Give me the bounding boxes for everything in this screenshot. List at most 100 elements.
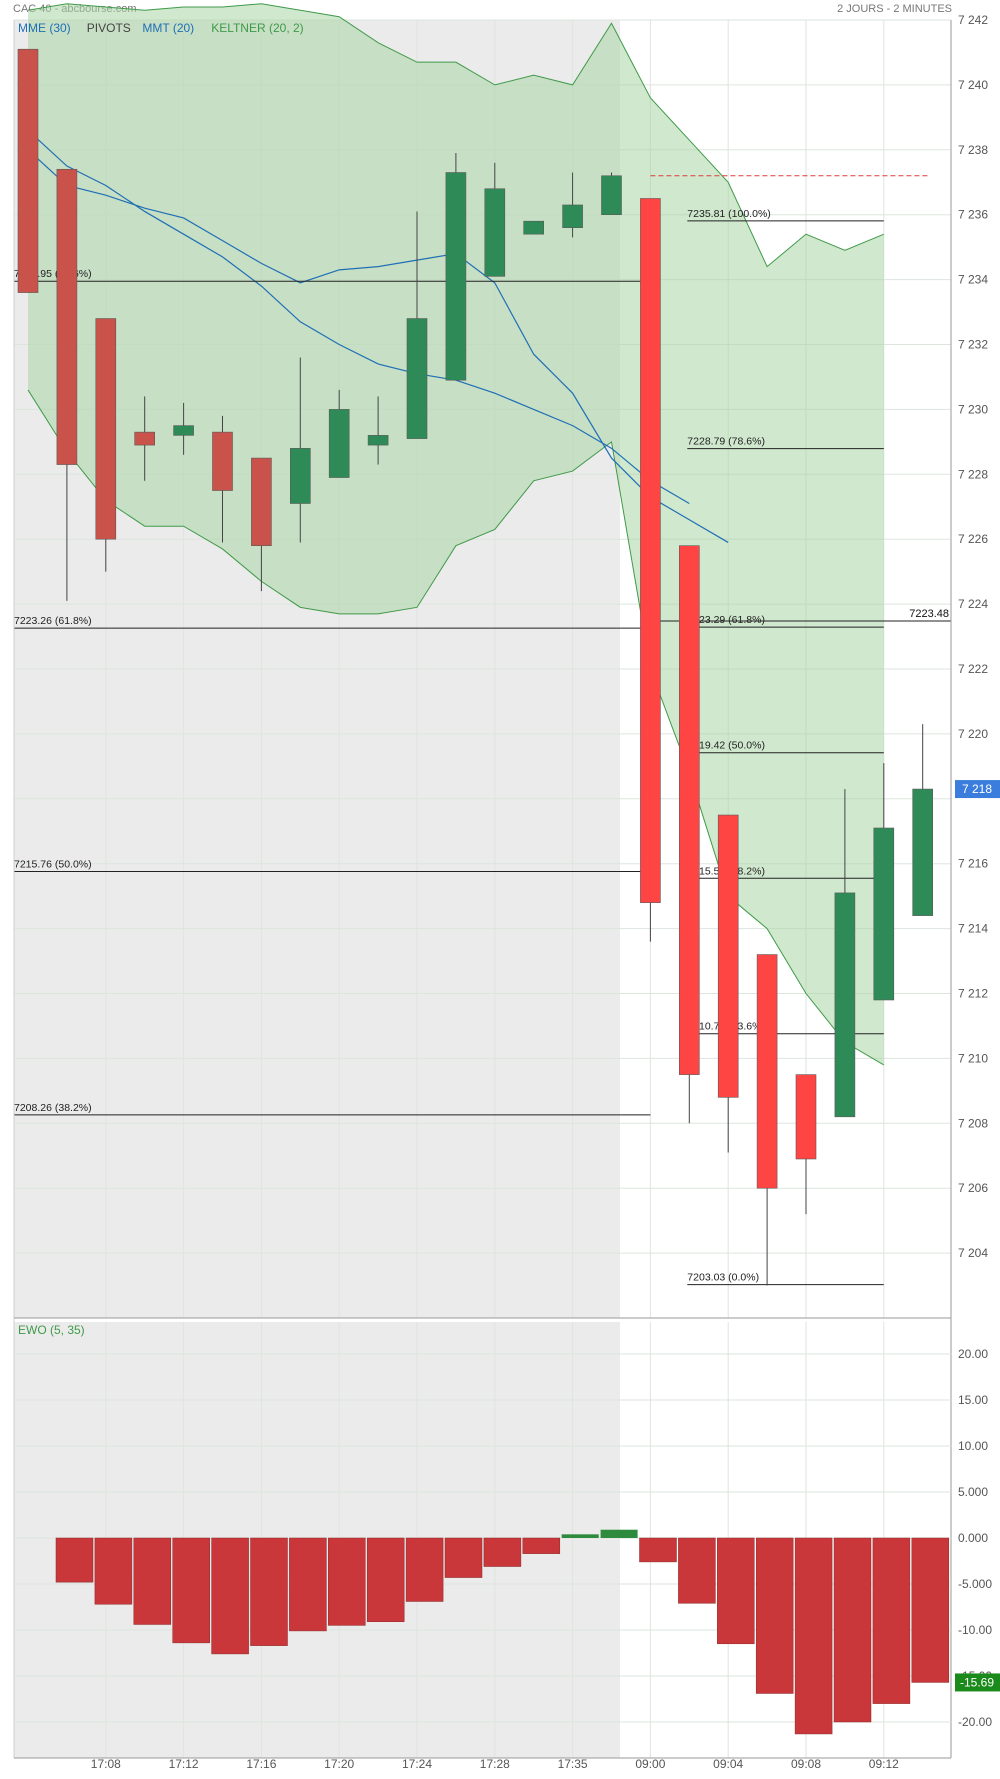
x-tick-label: 17:08: [91, 1757, 121, 1771]
mmt-20-line: [27, 129, 690, 505]
ewo-tick-label: 15.00: [958, 1393, 988, 1407]
price-tick-label: 7 208: [958, 1116, 988, 1130]
ewo-bar: [55, 1537, 94, 1583]
ewo-bar: [833, 1537, 872, 1723]
candle-up: [173, 425, 194, 436]
ewo-tick-label: 5.000: [958, 1485, 988, 1499]
ewo-bar: [717, 1537, 755, 1645]
candle-down: [56, 168, 78, 465]
ewo-title: EWO (5, 35): [18, 1323, 85, 1337]
ewo-tick-label: -5.000: [958, 1577, 992, 1591]
ewo-bar: [328, 1537, 366, 1626]
price-tick-label: 7 228: [958, 467, 988, 481]
ewo-tick-label: 20.00: [958, 1347, 988, 1361]
candle-up: [328, 409, 350, 478]
candle-up: [484, 188, 506, 277]
keltner-lower-line: [27, 389, 885, 1066]
price-tick-label: 7 224: [958, 597, 988, 611]
candle-down: [212, 431, 233, 491]
ewo-bar: [561, 1534, 599, 1538]
ewo-bar: [444, 1537, 483, 1578]
ewo-bar: [911, 1537, 950, 1683]
price-tick-label: 7 204: [958, 1246, 988, 1260]
ewo-bar: [289, 1537, 327, 1632]
ewo-bar: [755, 1537, 794, 1694]
x-tick-label: 09:04: [713, 1757, 743, 1771]
ewo-last-tag: [955, 1673, 1000, 1692]
ewo-bar: [94, 1537, 133, 1605]
pivot-curr-label: 7235.81 (100.0%): [687, 208, 770, 220]
legend-item: KELTNER (20, 2): [211, 21, 303, 35]
price-tick-label: 7 206: [958, 1181, 988, 1195]
candle-up: [289, 448, 311, 504]
candle-up: [912, 788, 934, 916]
ewo-bar: [678, 1537, 716, 1604]
x-tick-label: 17:28: [480, 1757, 510, 1771]
x-tick-label: 17:12: [169, 1757, 199, 1771]
ewo-bar: [133, 1537, 172, 1625]
candle-down: [134, 431, 155, 446]
price-tick-label: 7 212: [958, 987, 988, 1001]
x-tick-label: 17:35: [558, 1757, 588, 1771]
price-tick-label: 7 232: [958, 338, 988, 352]
candle-down: [95, 318, 117, 540]
ewo-bar: [366, 1537, 405, 1622]
ewo-bar: [600, 1529, 638, 1538]
x-tick-label: 09:08: [791, 1757, 821, 1771]
ewo-tick-label: 0.000: [958, 1531, 988, 1545]
pivot-prev-label: 7208.26 (38.2%): [14, 1102, 92, 1114]
candle-up: [367, 435, 389, 446]
legend: MME (30) PIVOTS MMT (20) KELTNER (20, 2): [18, 21, 304, 35]
ewo-bar: [250, 1537, 288, 1646]
ewo-bar: [639, 1537, 677, 1563]
candle-down: [756, 954, 778, 1189]
chart-period: 2 JOURS - 2 MINUTES: [837, 3, 952, 15]
price-tick-label: 7 234: [958, 273, 988, 287]
candle-down: [640, 198, 661, 903]
x-tick-label: 17:20: [324, 1757, 354, 1771]
ewo-bar: [522, 1537, 561, 1554]
x-tick-label: 09:00: [635, 1757, 665, 1771]
ewo-tick-label: -10.00: [958, 1623, 992, 1637]
pivot-curr-label: 7223.29 (61.8%): [687, 614, 765, 626]
candle-down: [678, 545, 700, 1075]
price-tick-label: 7 240: [958, 78, 988, 92]
extra-level-label: 7223.48: [909, 608, 949, 620]
price-tick-label: 7 222: [958, 662, 988, 676]
ewo-tick-label: -20.00: [958, 1715, 992, 1729]
x-tick-label: 17:24: [402, 1757, 432, 1771]
price-tick-label: 7 216: [958, 857, 988, 871]
price-tick-label: 7 226: [958, 532, 988, 546]
price-tick-label: 7 230: [958, 402, 988, 416]
legend-item: PIVOTS: [87, 21, 131, 35]
last-price-tag: [955, 780, 1000, 799]
keltner-upper-line: [27, 3, 884, 268]
candle-up: [834, 892, 856, 1118]
ewo-bar: [172, 1537, 210, 1644]
x-tick-label: 17:16: [246, 1757, 276, 1771]
ewo-bar: [872, 1537, 911, 1704]
pivot-prev-label: 7223.26 (61.8%): [14, 615, 92, 627]
last-price-label: 7 218: [962, 782, 992, 796]
ewo-bar: [211, 1537, 249, 1655]
mme-30-line: [27, 149, 729, 543]
candle-up: [406, 318, 428, 439]
price-tick-label: 7 238: [958, 143, 988, 157]
candle-down: [795, 1074, 817, 1160]
candle-up: [562, 204, 583, 228]
ewo-tick-label: 10.00: [958, 1439, 988, 1453]
price-tick-label: 7 220: [958, 727, 988, 741]
x-tick-label: 09:12: [869, 1757, 899, 1771]
ewo-bar: [794, 1537, 833, 1735]
pivot-curr-label: 7203.03 (0.0%): [687, 1272, 759, 1284]
price-tick-label: 7 214: [958, 922, 988, 936]
candle-up: [445, 172, 467, 381]
ewo-last-label: -15.69: [960, 1675, 994, 1689]
candle-down: [17, 48, 39, 293]
pivot-curr-label: 7219.42 (50.0%): [687, 740, 765, 752]
ewo-bar: [405, 1537, 444, 1602]
legend-item: MMT (20): [142, 21, 194, 35]
pivot-curr-label: 7228.79 (78.6%): [687, 436, 765, 448]
